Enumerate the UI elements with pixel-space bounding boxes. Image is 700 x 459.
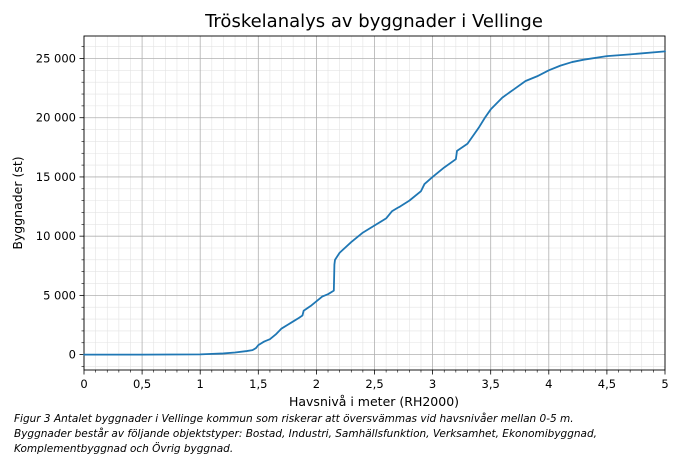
y-tick-label: 10 000 (36, 229, 76, 243)
series-layer (83, 50, 666, 356)
axes: 0 0,5 1 1,5 2 2,5 3 3,5 4 4,5 5 0 5 000 10 000 15 000 2… (36, 35, 669, 391)
figure-caption: Figur 3 Antalet byggnader i Vellinge kom… (14, 412, 694, 457)
x-tick-label: 5 (661, 377, 668, 391)
x-tick-label: 3 (429, 377, 436, 391)
grid (83, 36, 666, 370)
y-tick-label: 25 000 (36, 52, 76, 66)
y-tick-label: 20 000 (36, 111, 76, 125)
x-tick-label: 0,5 (133, 377, 151, 391)
y-tick-label: 0 (69, 348, 76, 362)
x-tick-label: 3,5 (482, 377, 500, 391)
x-tick-label: 1 (197, 377, 204, 391)
x-tick-label: 2 (313, 377, 320, 391)
plot-frame (83, 35, 666, 371)
y-tick-label: 5 000 (43, 288, 76, 302)
x-axis-label: Havsnivå i meter (RH2000) (289, 394, 459, 409)
x-tick-label: 1,5 (249, 377, 267, 391)
caption-line-3: Komplementbyggnad och Övrig byggnad. (14, 443, 234, 455)
series-line (83, 50, 666, 356)
x-tick-label: 4,5 (598, 377, 616, 391)
x-tick-label: 0 (80, 377, 87, 391)
y-axis-label: Byggnader (st) (10, 156, 25, 249)
caption-line-2: Byggnader består av följande objektstype… (14, 428, 597, 440)
chart-title: Tröskelanalys av byggnader i Vellinge (204, 11, 543, 32)
x-tick-label: 4 (545, 377, 552, 391)
x-tick-label: 2,5 (365, 377, 383, 391)
caption-line-1: Figur 3 Antalet byggnader i Vellinge kom… (14, 413, 574, 425)
y-tick-label: 15 000 (36, 170, 76, 184)
